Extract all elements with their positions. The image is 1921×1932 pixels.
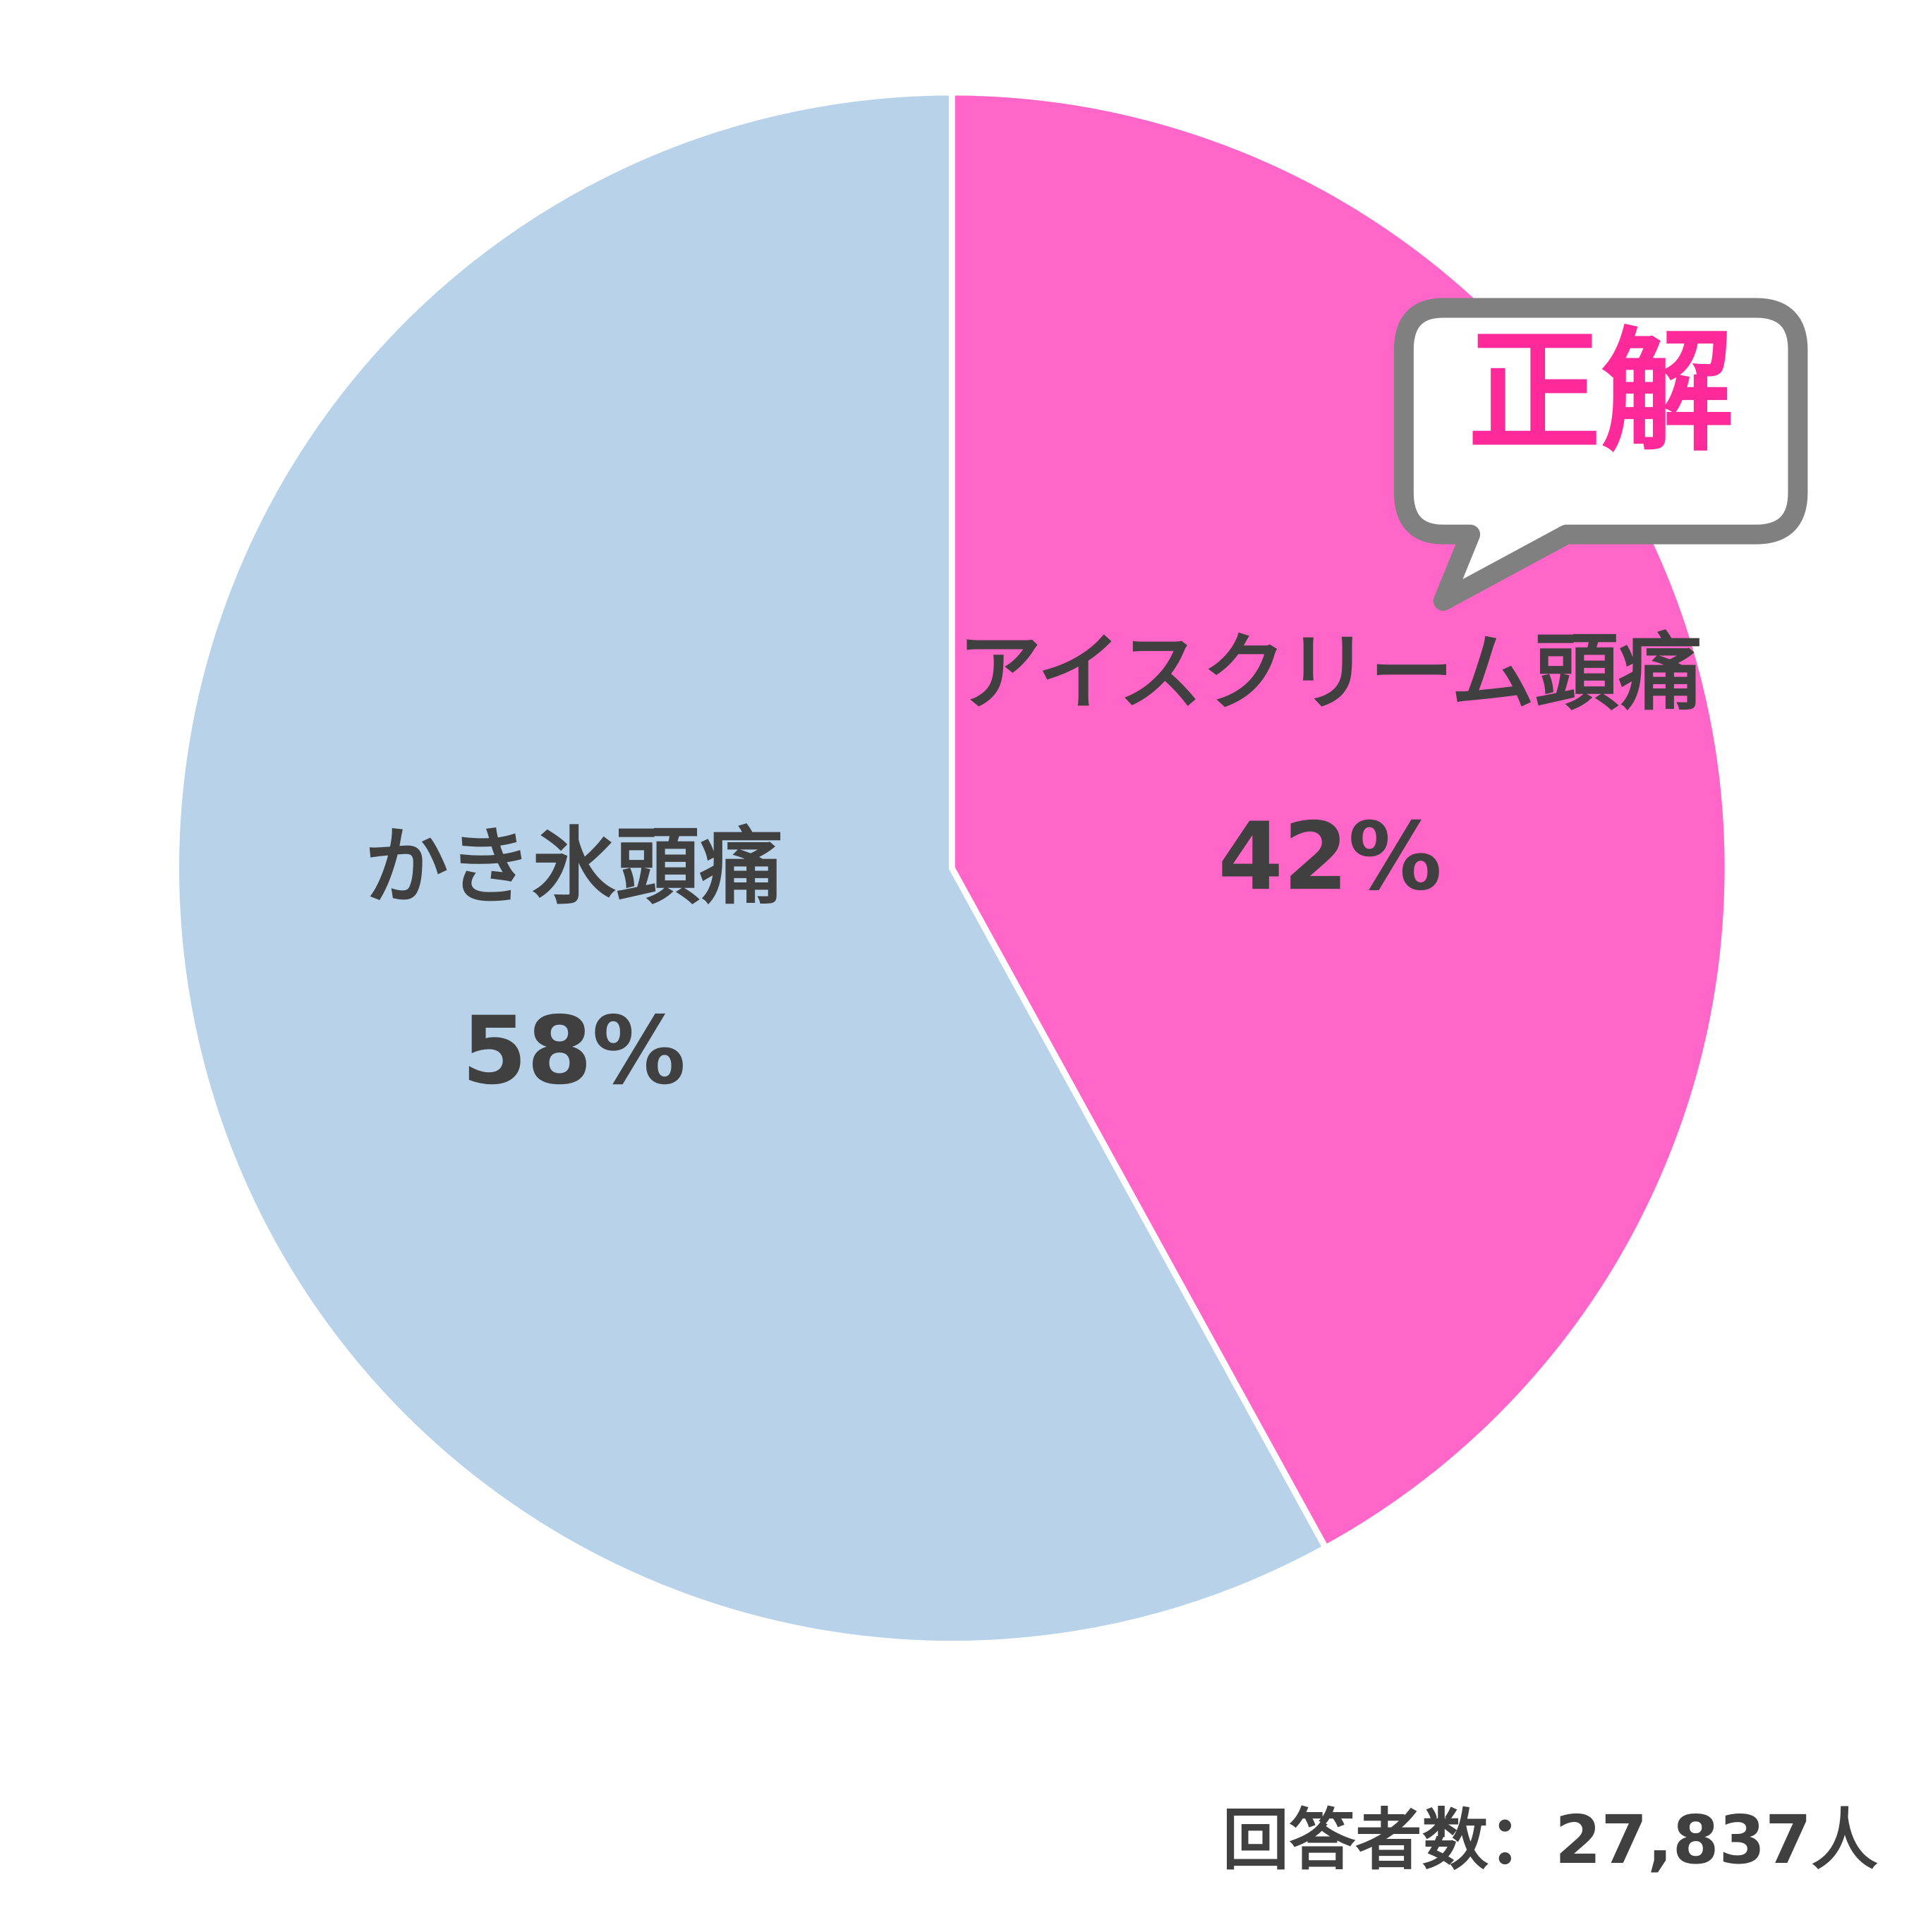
respondent-note: 回答者数：27,837人 bbox=[1223, 1802, 1878, 1879]
slice-label: アイスクリーム頭痛 bbox=[958, 624, 1702, 722]
callout-bubble bbox=[1393, 298, 1808, 611]
annotation: 正解 bbox=[1468, 315, 1734, 470]
slice-label: かき氷頭痛 bbox=[365, 818, 783, 916]
callout: 正解 bbox=[1393, 298, 1808, 611]
slice-value-label: 42% bbox=[1218, 803, 1441, 911]
pie-slice bbox=[173, 89, 1329, 1647]
slice-value-label: 58% bbox=[462, 997, 686, 1105]
